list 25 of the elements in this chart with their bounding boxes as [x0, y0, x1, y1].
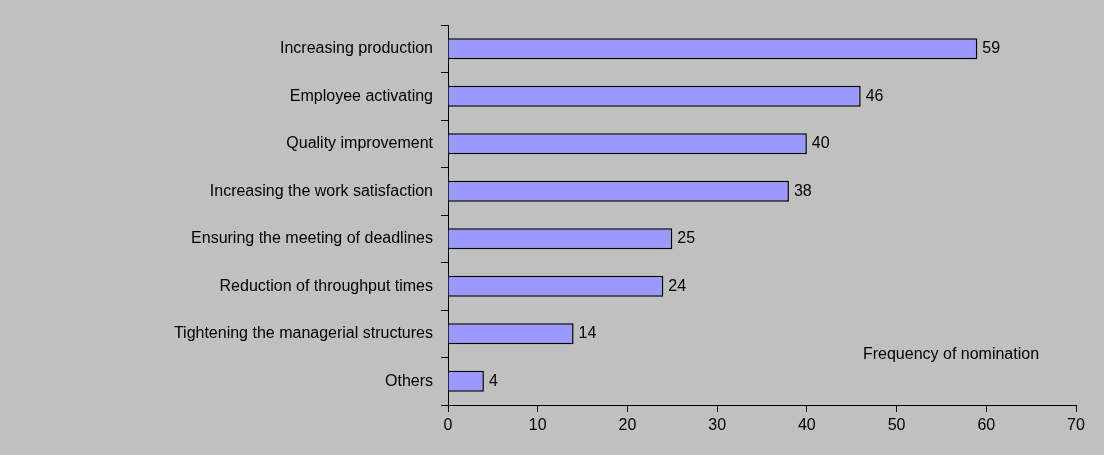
y-tick-label: Others — [384, 371, 433, 389]
data-label: 4 — [488, 371, 498, 389]
y-tick-label: Tightening the managerial structures — [173, 324, 433, 342]
data-label: 25 — [677, 229, 696, 247]
x-tick-label: 10 — [528, 416, 547, 434]
x-tick-label: 70 — [1067, 416, 1085, 434]
x-tick-label: 60 — [977, 416, 996, 434]
x-tick-label: 0 — [443, 416, 453, 434]
data-label: 59 — [982, 39, 1001, 57]
x-axis-title: Frequency of nomination — [862, 345, 1040, 363]
y-tick-label: Increasing the work satisfaction — [209, 181, 433, 199]
x-tick-label: 30 — [708, 416, 727, 434]
data-label: 14 — [578, 324, 597, 342]
x-tick-label: 20 — [618, 416, 637, 434]
x-tick-label: 50 — [887, 416, 906, 434]
x-tick-label: 40 — [797, 416, 816, 434]
data-label: 24 — [668, 276, 687, 294]
y-tick-label: Ensuring the meeting of deadlines — [191, 229, 433, 247]
y-tick-label: Increasing production — [280, 39, 433, 57]
y-tick-label: Reduction of throughput times — [219, 276, 433, 294]
data-label: 38 — [793, 181, 812, 199]
data-label: 46 — [865, 86, 884, 104]
y-tick-label: Employee activating — [289, 86, 433, 104]
data-label: 40 — [811, 134, 830, 152]
y-tick-label: Quality improvement — [286, 134, 434, 152]
